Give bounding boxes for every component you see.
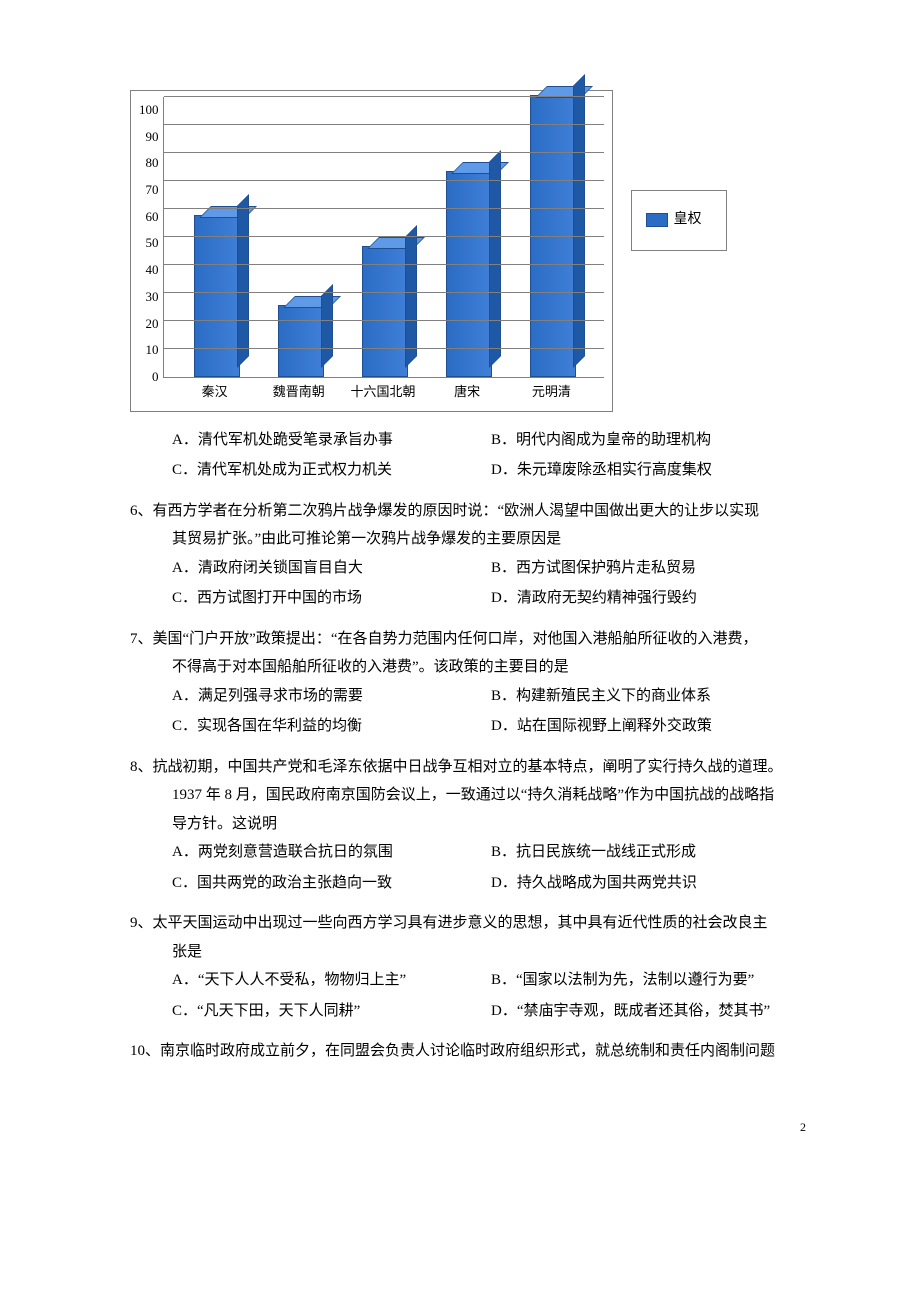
chart-plot-area (163, 97, 604, 378)
question-8: 8、抗战初期，中国共产党和毛泽东依据中日战争互相对立的基本特点，阐明了实行持久战… (130, 753, 810, 898)
q6-line2: 其贸易扩张。”由此可推论第一次鸦片战争爆发的主要原因是 (130, 525, 810, 554)
q9-option-b: B．“国家以法制为先，法制以遵行为要” (491, 966, 810, 995)
question-10: 10、南京临时政府成立前夕，在同盟会负责人讨论临时政府组织形式，就总统制和责任内… (130, 1037, 810, 1066)
q6-option-a: A．清政府闭关锁国盲目自大 (172, 554, 491, 583)
q7-option-c: C．实现各国在华利益的均衡 (172, 712, 491, 741)
q8-option-c: C．国共两党的政治主张趋向一致 (172, 869, 491, 898)
legend-swatch (646, 213, 668, 227)
page-number: 2 (130, 1116, 810, 1139)
chart-row: 1009080706050403020100 秦汉魏晋南朝十六国北朝唐宋元明清 … (130, 90, 810, 412)
q9-option-a: A．“天下人人不受私，物物归上主” (172, 966, 491, 995)
q5-option-a: A．清代军机处跪受笔录承旨办事 (172, 426, 491, 455)
q6-option-d: D．清政府无契约精神强行毁约 (491, 584, 810, 613)
q6-option-c: C．西方试图打开中国的市场 (172, 584, 491, 613)
q8-line1: 8、抗战初期，中国共产党和毛泽东依据中日战争互相对立的基本特点，阐明了实行持久战… (130, 753, 810, 782)
imperial-power-chart: 1009080706050403020100 秦汉魏晋南朝十六国北朝唐宋元明清 (130, 90, 613, 412)
q8-line3: 导方针。这说明 (130, 810, 810, 839)
q8-line2: 1937 年 8 月，国民政府南京国防会议上，一致通过以“持久消耗战略”作为中国… (130, 781, 810, 810)
q7-line2: 不得高于对本国船舶所征收的入港费”。该政策的主要目的是 (130, 653, 810, 682)
q8-option-d: D．持久战略成为国共两党共识 (491, 869, 810, 898)
q5-options-row-2: C．清代军机处成为正式权力机关 D．朱元璋废除丞相实行高度集权 (130, 456, 810, 485)
q5-options-row-1: A．清代军机处跪受笔录承旨办事 B．明代内阁成为皇帝的助理机构 (130, 426, 810, 455)
q7-option-d: D．站在国际视野上阐释外交政策 (491, 712, 810, 741)
question-9: 9、太平天国运动中出现过一些向西方学习具有进步意义的思想，其中具有近代性质的社会… (130, 909, 810, 1025)
q8-option-b: B．抗日民族统一战线正式形成 (491, 838, 810, 867)
legend-label: 皇权 (674, 207, 702, 234)
q7-line1: 7、美国“门户开放”政策提出：“在各自势力范围内任何口岸，对他国入港船舶所征收的… (130, 625, 810, 654)
chart-x-axis: 秦汉魏晋南朝十六国北朝唐宋元明清 (163, 378, 604, 411)
chart-y-axis: 1009080706050403020100 (139, 97, 163, 377)
q7-option-b: B．构建新殖民主义下的商业体系 (491, 682, 810, 711)
q9-line1: 9、太平天国运动中出现过一些向西方学习具有进步意义的思想，其中具有近代性质的社会… (130, 909, 810, 938)
q7-option-a: A．满足列强寻求市场的需要 (172, 682, 491, 711)
q9-line2: 张是 (130, 938, 810, 967)
q10-line1: 10、南京临时政府成立前夕，在同盟会负责人讨论临时政府组织形式，就总统制和责任内… (130, 1037, 810, 1066)
q6-line1: 6、有西方学者在分析第二次鸦片战争爆发的原因时说：“欧洲人渴望中国做出更大的让步… (130, 497, 810, 526)
q5-option-d: D．朱元璋废除丞相实行高度集权 (491, 456, 810, 485)
chart-legend: 皇权 (631, 190, 727, 251)
q5-option-b: B．明代内阁成为皇帝的助理机构 (491, 426, 810, 455)
question-7: 7、美国“门户开放”政策提出：“在各自势力范围内任何口岸，对他国入港船舶所征收的… (130, 625, 810, 741)
q6-option-b: B．西方试图保护鸦片走私贸易 (491, 554, 810, 583)
question-6: 6、有西方学者在分析第二次鸦片战争爆发的原因时说：“欧洲人渴望中国做出更大的让步… (130, 497, 810, 613)
q5-option-c: C．清代军机处成为正式权力机关 (172, 456, 491, 485)
q8-option-a: A．两党刻意营造联合抗日的氛围 (172, 838, 491, 867)
q9-option-c: C．“凡天下田，天下人同耕” (172, 997, 491, 1026)
q9-option-d: D．“禁庙宇寺观，既成者还其俗，焚其书” (491, 997, 810, 1026)
